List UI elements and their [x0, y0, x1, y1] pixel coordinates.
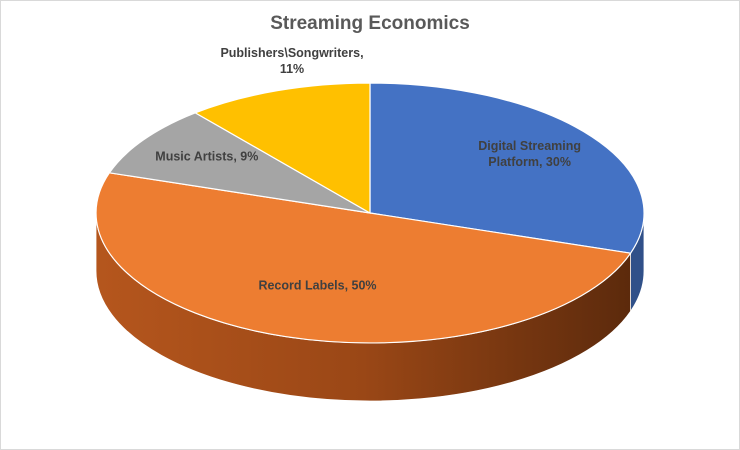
pie-label-2: Music Artists, 9% [155, 149, 258, 163]
pie-label-0: Digital Streaming Platform, 30% [478, 139, 581, 169]
pie-label-3: Publishers\Songwriters, 11% [220, 46, 363, 76]
pie-slice-2 [108, 112, 371, 214]
pie-slice-1 [95, 172, 632, 344]
pie-slice-3 [193, 82, 371, 215]
chart-title: Streaming Economics [270, 13, 470, 34]
pie-slice-0 [369, 82, 645, 254]
pie-label-1: Record Labels, 50% [258, 279, 376, 293]
